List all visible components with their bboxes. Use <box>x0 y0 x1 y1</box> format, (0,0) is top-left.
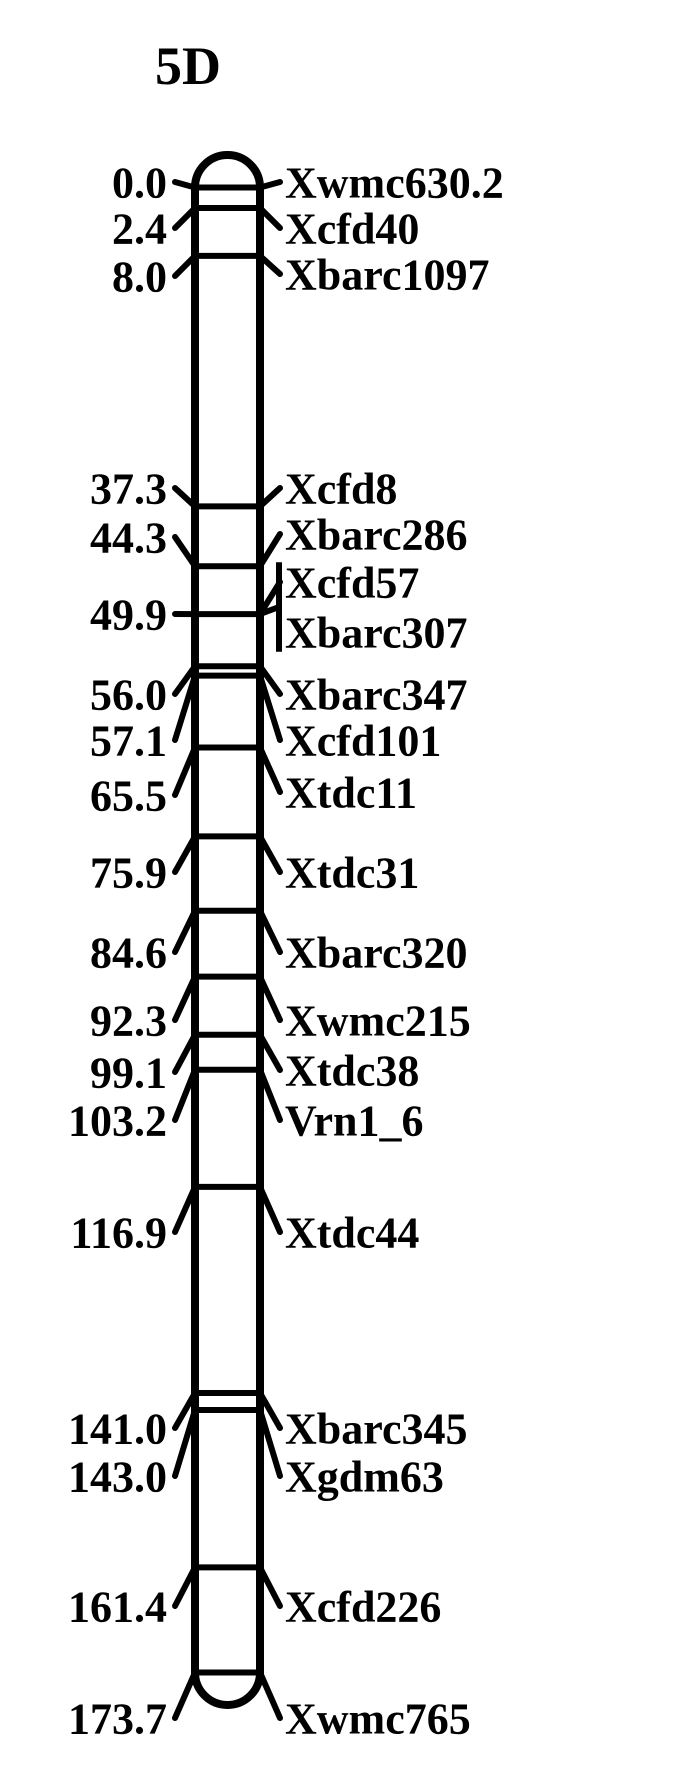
pos-label: 141.0 <box>68 1404 167 1453</box>
marker-label: Xbarc1097 <box>285 250 490 299</box>
pos-label: 57.1 <box>90 716 167 765</box>
pos-label: 2.4 <box>112 204 167 253</box>
marker-label: Xbarc347 <box>285 670 468 719</box>
marker-label: Xbarc286 <box>285 510 468 559</box>
marker-label: Xcfd226 <box>285 1582 441 1631</box>
pos-label: 44.3 <box>90 513 167 562</box>
map-svg: 0.0 Xwmc630.2 2.4 Xcfd40 8.0 Xbarc1097 37.3 Xcf… <box>0 0 696 1768</box>
marker-label: Xcfd40 <box>285 204 419 253</box>
marker-label: Xbarc307 <box>285 608 468 657</box>
marker-label: Xwmc765 <box>285 1694 471 1743</box>
pos-label: 92.3 <box>90 996 167 1045</box>
pos-label: 75.9 <box>90 848 167 897</box>
pos-label: 161.4 <box>68 1582 167 1631</box>
pos-label: 103.2 <box>68 1096 167 1145</box>
marker-label: Xwmc215 <box>285 996 471 1045</box>
pos-label: 65.5 <box>90 771 167 820</box>
pos-label: 49.9 <box>90 590 167 639</box>
marker-label: Vrn1_6 <box>285 1096 424 1145</box>
marker-label: Xcfd8 <box>285 464 397 513</box>
marker-label: Xcfd101 <box>285 716 441 765</box>
map-title: 5D <box>155 35 221 97</box>
marker-label: Xwmc630.2 <box>285 158 504 207</box>
pos-label: 8.0 <box>112 252 167 301</box>
pos-label: 173.7 <box>68 1694 167 1743</box>
pos-label: 56.0 <box>90 670 167 719</box>
marker-label: Xgdm63 <box>285 1452 444 1501</box>
pos-label: 84.6 <box>90 928 167 977</box>
marker-label: Xtdc31 <box>285 848 419 897</box>
marker-label: Xbarc345 <box>285 1404 468 1453</box>
pos-label: 0.0 <box>112 158 167 207</box>
chromosome-map: 5D 0.0 Xwmc630.2 2.4 Xcfd40 8.0 Xbarc1097 37.3… <box>0 0 696 1768</box>
marker-label: Xtdc38 <box>285 1046 419 1095</box>
pos-label: 99.1 <box>90 1048 167 1097</box>
pos-label: 116.9 <box>70 1208 167 1257</box>
marker-label: Xcfd57 <box>285 558 419 607</box>
pos-label: 37.3 <box>90 464 167 513</box>
marker-label: Xtdc44 <box>285 1208 419 1257</box>
pos-label: 143.0 <box>68 1452 167 1501</box>
marker-label: Xbarc320 <box>285 928 468 977</box>
chromosome-bar <box>195 155 260 1705</box>
marker-label: Xtdc11 <box>285 768 417 817</box>
